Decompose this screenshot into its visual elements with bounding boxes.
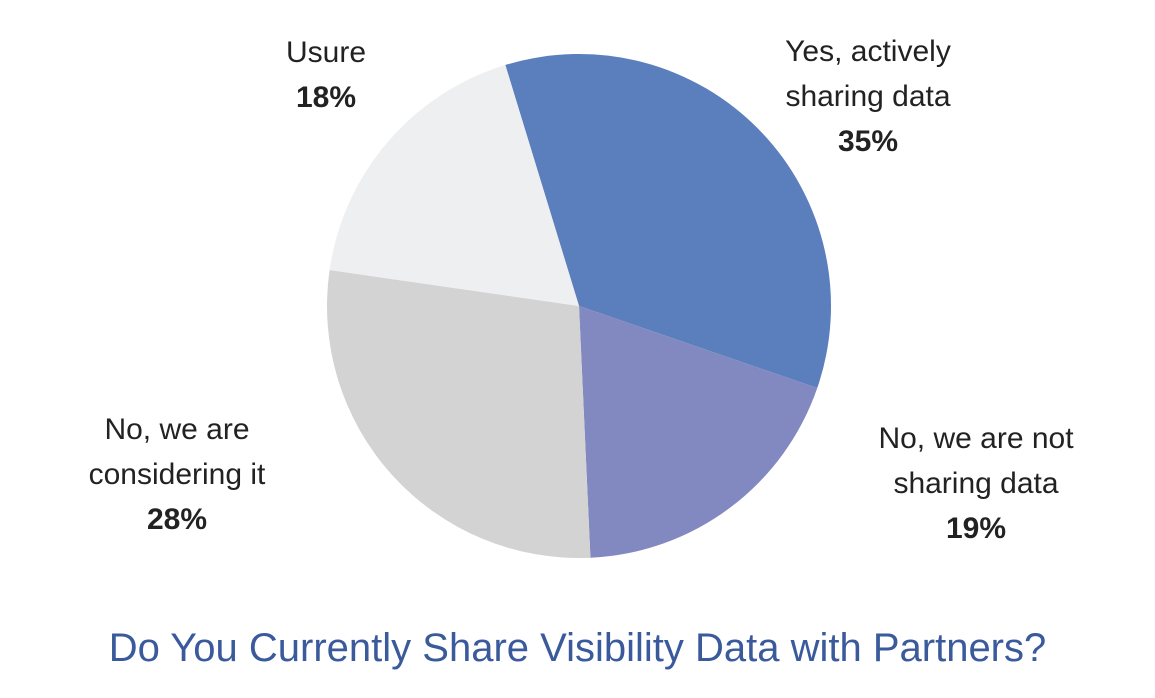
slice-label-group: Yes, actively sharing data 35% <box>785 35 951 158</box>
slice-value-label: 35% <box>838 125 898 158</box>
slice-label-group: No, we are not sharing data 19% <box>878 422 1074 545</box>
pie-slice <box>505 53 831 389</box>
slice-value-label: 18% <box>296 81 356 114</box>
slice-label-line: sharing data <box>893 467 1058 500</box>
slice-label-group: No, we are considering it 28% <box>89 413 266 536</box>
slice-label-line: Usure <box>286 36 366 69</box>
slice-label-line: No, we are <box>104 413 249 446</box>
slice-label-line: considering it <box>89 458 266 491</box>
slice-value-label: 28% <box>147 503 207 536</box>
pie-slice <box>579 306 818 558</box>
slice-label-line: No, we are not <box>878 422 1074 455</box>
chart-title: Do You Currently Share Visibility Data w… <box>108 626 1047 670</box>
slice-label-line: sharing data <box>785 80 950 113</box>
slice-label-group: Usure 18% <box>286 36 366 114</box>
slice-label-line: Yes, actively <box>785 35 951 68</box>
slice-value-label: 19% <box>946 512 1006 545</box>
pie-slice <box>327 270 591 558</box>
pie-slices <box>327 53 831 558</box>
pie-slice <box>329 65 579 306</box>
